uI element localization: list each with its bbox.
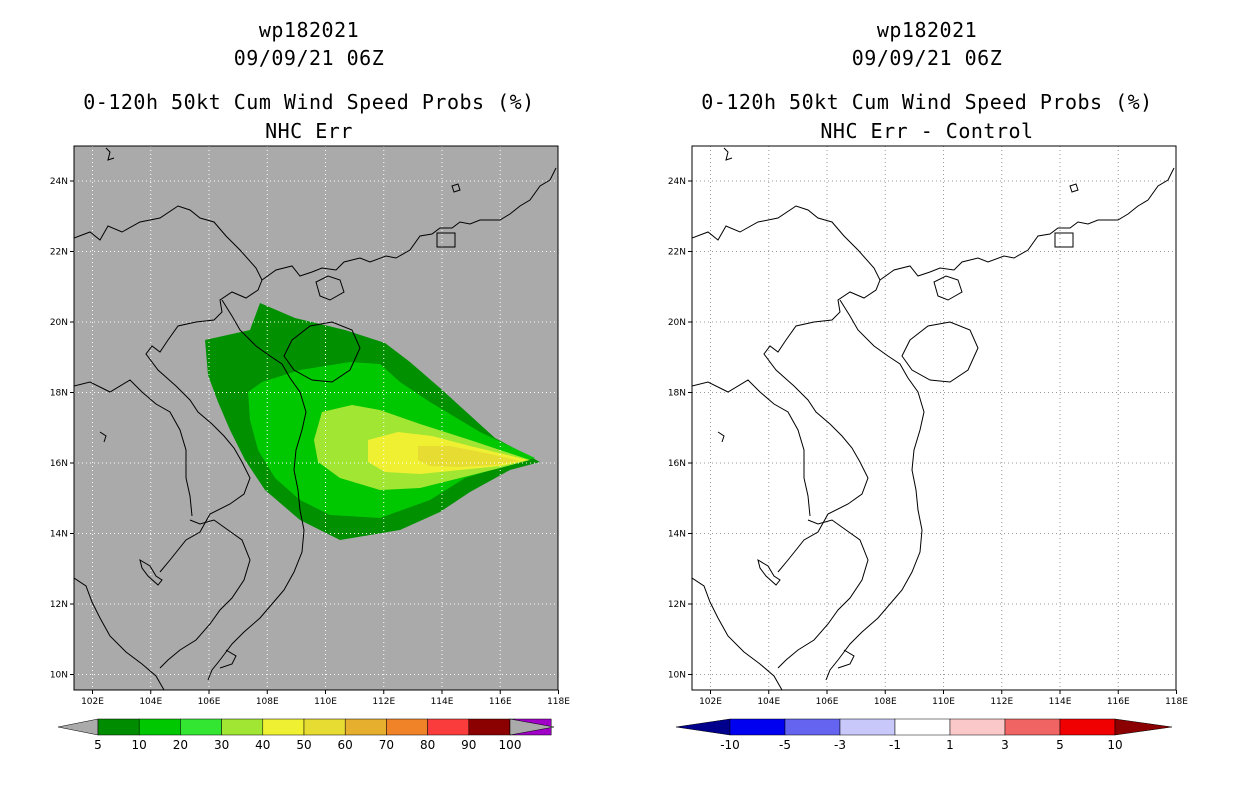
prob-swath-40 (418, 446, 520, 467)
variant-title: NHC Err (265, 119, 353, 143)
map-frame (73, 145, 559, 691)
colorbar-segment (97, 718, 140, 736)
colorbar-high-arrow (509, 718, 555, 736)
left-map-svg: 102E 104E 106E 108E 110E 112E 114E 116E 118E 24N 2… (50, 145, 570, 752)
colorbar-label: 80 (420, 738, 435, 752)
difference-colorbar: -10 -5 -3 -1 1 3 5 10 (675, 718, 1173, 752)
datetime-title: 09/09/21 06Z (851, 46, 1003, 70)
colorbar-segment (303, 718, 346, 736)
colorbar-segment (949, 718, 1006, 736)
colorbar-label: 60 (338, 738, 353, 752)
colorbar-label: 5 (94, 738, 102, 752)
colorbar-label: 40 (255, 738, 270, 752)
lon-tick-label: 102E (699, 697, 722, 707)
colorbar-segment (221, 718, 264, 736)
lat-tick-label: 10N (668, 671, 686, 681)
colorbar-label: 3 (1001, 738, 1009, 752)
colorbar-segment (468, 718, 511, 736)
colorbar-label: 10 (132, 738, 147, 752)
lon-tick-label: 102E (81, 697, 104, 707)
lat-tick-label: 12N (50, 600, 68, 610)
map-frame (691, 145, 1177, 691)
lon-tick-label: 118E (547, 697, 570, 707)
lon-tick-label: 116E (1107, 697, 1130, 707)
lat-tick-label: 14N (50, 530, 68, 540)
lon-tick-label: 104E (757, 697, 780, 707)
storm-id-title: wp182021 (258, 18, 360, 42)
datetime-title: 09/09/21 06Z (233, 46, 385, 70)
lon-tick-label: 112E (372, 697, 395, 707)
lon-tick-label: 106E (816, 697, 839, 707)
colorbar-label: -5 (779, 738, 791, 752)
lat-tick-label: 14N (668, 530, 686, 540)
colorbar-segment (427, 718, 470, 736)
lat-tick-label: 16N (668, 459, 686, 469)
colorbar-label: 1 (946, 738, 954, 752)
lon-tick-label: 114E (431, 697, 454, 707)
colorbar-segment (262, 718, 305, 736)
colorbar-high-arrow (1114, 718, 1173, 736)
colorbar-label: 5 (1056, 738, 1064, 752)
axis-ticks: 102E 104E 106E 108E 110E 112E 114E 116E 118E 24N 2… (50, 177, 570, 707)
variant-title: NHC Err - Control (820, 119, 1034, 143)
colorbar-low-arrow (675, 718, 731, 736)
colorbar-segment (344, 718, 387, 736)
storm-id-title: wp182021 (876, 18, 978, 42)
colorbar-segment (1059, 718, 1116, 736)
colorbar-label: 30 (214, 738, 229, 752)
lat-tick-label: 20N (50, 318, 68, 328)
map-background (692, 146, 1176, 690)
product-title: 0-120h 50kt Cum Wind Speed Probs (%) (83, 90, 535, 114)
colorbar-label: 100 (499, 738, 522, 752)
lat-tick-label: 10N (50, 671, 68, 681)
lon-tick-label: 114E (1049, 697, 1072, 707)
colorbar-segment (386, 718, 428, 736)
colorbar-label: 20 (173, 738, 188, 752)
lat-tick-label: 24N (668, 177, 686, 187)
lat-tick-label: 24N (50, 177, 68, 187)
product-title: 0-120h 50kt Cum Wind Speed Probs (%) (701, 90, 1153, 114)
lon-tick-label: 104E (139, 697, 162, 707)
coastlines (74, 147, 557, 690)
lon-tick-label: 110E (314, 697, 337, 707)
axis-ticks: 102E 104E 106E 108E 110E 112E 114E 116E 118E 24N 2… (668, 177, 1188, 707)
lon-tick-label: 116E (489, 697, 512, 707)
left-panel: wp182021 09/09/21 06Z 0-120h 50kt Cum Wi… (50, 18, 570, 752)
colorbar-label: -10 (720, 738, 740, 752)
lat-tick-label: 12N (668, 600, 686, 610)
lat-tick-label: 22N (668, 248, 686, 258)
lon-tick-label: 108E (256, 697, 279, 707)
colorbar-segment (180, 718, 222, 736)
lon-tick-label: 106E (198, 697, 221, 707)
colorbar-segment (1004, 718, 1061, 736)
colorbar-label: -3 (834, 738, 846, 752)
colorbar-segment (784, 718, 841, 736)
colorbar-label: 10 (1107, 738, 1122, 752)
lon-tick-label: 112E (990, 697, 1013, 707)
colorbar-label: -1 (889, 738, 901, 752)
lon-tick-label: 108E (874, 697, 897, 707)
probability-colorbar: 5 10 20 30 40 50 60 70 80 90 100 (57, 718, 555, 752)
colorbar-label: 50 (296, 738, 311, 752)
colorbar-segment (138, 718, 181, 736)
colorbar-segment (894, 718, 951, 736)
colorbar-label: 90 (461, 738, 476, 752)
colorbar-label: 70 (379, 738, 394, 752)
lat-tick-label: 18N (50, 389, 68, 399)
colorbar-segment (729, 718, 786, 736)
colorbar-low-arrow (57, 718, 99, 736)
lat-tick-label: 18N (668, 389, 686, 399)
lat-tick-label: 22N (50, 248, 68, 258)
lon-tick-label: 110E (932, 697, 955, 707)
right-map-svg: 102E 104E 106E 108E 110E 112E 114E 116E 118E 24N 2… (668, 145, 1188, 752)
lat-tick-label: 20N (668, 318, 686, 328)
right-panel: wp182021 09/09/21 06Z 0-120h 50kt Cum Wi… (618, 0, 1236, 800)
lat-tick-label: 16N (50, 459, 68, 469)
coastlines (692, 147, 1175, 690)
colorbar-segment (839, 718, 896, 736)
lon-tick-label: 118E (1165, 697, 1188, 707)
